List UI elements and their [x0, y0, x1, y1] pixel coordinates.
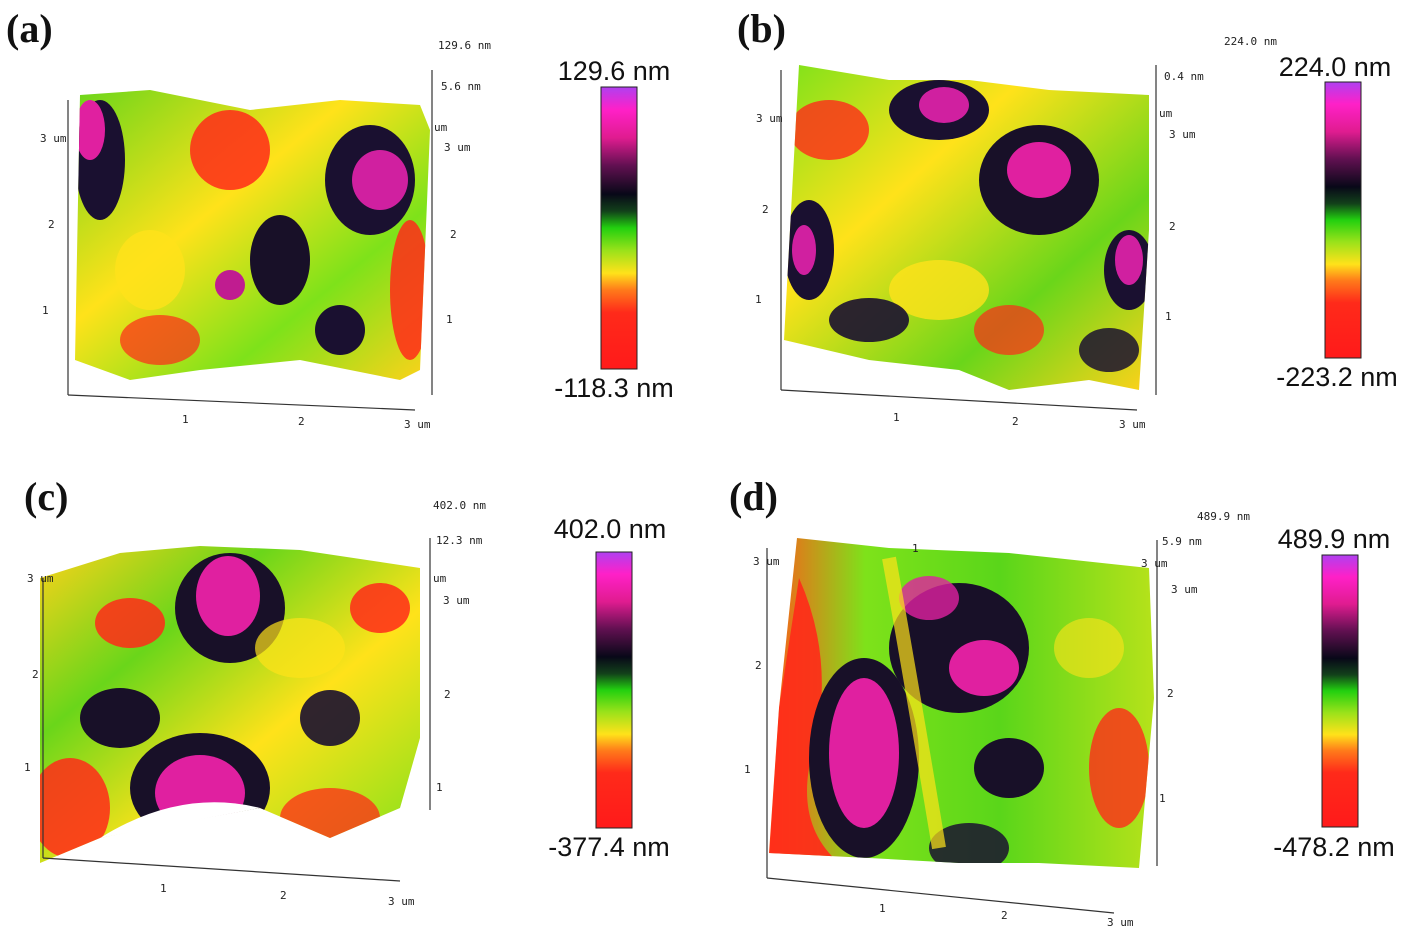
right-tick-1: 1 — [446, 313, 453, 326]
right-tick-3: 3 um — [444, 141, 471, 154]
colorbar-min-label: -478.2 nm — [1273, 832, 1395, 862]
left-tick-2: 2 — [32, 668, 39, 681]
bottom-tick-1: 1 — [160, 882, 167, 895]
colorbar-min-label: -118.3 nm — [554, 373, 674, 403]
colorbar — [1324, 81, 1362, 359]
afm-panel-d: (d) 489.9 nm 5.9 nm 1 3 — [709, 468, 1418, 936]
colorbar-max-label: 224.0 nm — [1279, 52, 1392, 82]
surface-plot — [40, 546, 420, 863]
surface-plot — [769, 538, 1154, 868]
colorbar-max-label: 402.0 nm — [554, 514, 667, 544]
colorbar — [1321, 554, 1359, 828]
afm-panel-a: (a) 129.6 nm 5.6 nm 3 um — [0, 0, 709, 468]
max-height-label: 129.6 nm — [438, 39, 491, 52]
panel-label: (c) — [24, 474, 68, 519]
top-tick-1: 1 — [912, 542, 919, 555]
bottom-tick-3: 3 um — [1107, 916, 1134, 929]
panel-label: (d) — [729, 474, 778, 519]
left-tick-3: 3 um — [27, 572, 54, 585]
bottom-tick-1: 1 — [893, 411, 900, 424]
max-height-label: 489.9 nm — [1197, 510, 1250, 523]
afm-panel-b: (b) 224.0 nm — [709, 0, 1418, 468]
colorbar-min-label: -223.2 nm — [1276, 362, 1398, 392]
left-tick-1: 1 — [42, 304, 49, 317]
panel-label: (a) — [6, 6, 53, 51]
plot-axes — [67, 70, 433, 411]
right-tick-2: 2 — [1169, 220, 1176, 233]
right-tick-unit: um — [1159, 107, 1173, 120]
colorbar-max-label: 129.6 nm — [558, 56, 671, 86]
right-tick-1: 1 — [1165, 310, 1172, 323]
plot-axes — [766, 540, 1158, 914]
surface-plot — [784, 65, 1149, 390]
right-tick-3: 3 um — [443, 594, 470, 607]
bottom-tick-2: 2 — [1012, 415, 1019, 428]
afm-panel-b-figure: (b) 224.0 nm — [737, 6, 1398, 431]
sub-height-label: 0.4 nm — [1164, 70, 1204, 83]
colorbar — [595, 551, 633, 829]
left-tick-3: 3 um — [753, 555, 780, 568]
right-tick-1: 1 — [1159, 792, 1166, 805]
sub-height-label: 5.9 nm — [1162, 535, 1202, 548]
left-tick-2: 2 — [762, 203, 769, 216]
max-height-label: 402.0 nm — [433, 499, 486, 512]
max-height-label: 224.0 nm — [1224, 35, 1277, 48]
left-tick-2: 2 — [48, 218, 55, 231]
bottom-tick-2: 2 — [1001, 909, 1008, 922]
bottom-tick-3: 3 um — [404, 418, 431, 431]
afm-panel-a-figure: (a) 129.6 nm 5.6 nm 3 um — [6, 6, 674, 431]
left-tick-3: 3 um — [756, 112, 783, 125]
left-tick-1: 1 — [755, 293, 762, 306]
left-tick-2: 2 — [755, 659, 762, 672]
colorbar — [600, 86, 638, 370]
afm-panel-d-figure: (d) 489.9 nm 5.9 nm 1 3 — [729, 474, 1395, 929]
surface-plot — [75, 90, 430, 380]
bottom-tick-3: 3 um — [388, 895, 415, 908]
panel-label: (b) — [737, 6, 786, 51]
left-tick-1: 1 — [744, 763, 751, 776]
afm-panel-c-figure: (c) 402.0 nm 12.3 nm — [24, 474, 670, 908]
right-tick-unit: um — [433, 572, 447, 585]
bottom-tick-2: 2 — [280, 889, 287, 902]
sub-height-label: 5.6 nm — [441, 80, 481, 93]
sub-height-label: 12.3 nm — [436, 534, 483, 547]
right-tick-2: 2 — [444, 688, 451, 701]
right-tick-unit: 3 um — [1141, 557, 1168, 570]
plot-axes — [42, 538, 431, 882]
left-tick-3: 3 um — [40, 132, 67, 145]
plot-axes — [780, 65, 1157, 411]
bottom-tick-1: 1 — [879, 902, 886, 915]
colorbar-min-label: -377.4 nm — [548, 832, 670, 862]
bottom-tick-2: 2 — [298, 415, 305, 428]
right-tick-3: 3 um — [1171, 583, 1198, 596]
right-tick-3: 3 um — [1169, 128, 1196, 141]
right-tick-unit: um — [434, 121, 448, 134]
bottom-tick-1: 1 — [182, 413, 189, 426]
colorbar-max-label: 489.9 nm — [1278, 524, 1391, 554]
left-tick-1: 1 — [24, 761, 31, 774]
right-tick-2: 2 — [1167, 687, 1174, 700]
bottom-tick-3: 3 um — [1119, 418, 1146, 431]
right-tick-2: 2 — [450, 228, 457, 241]
afm-panel-c: (c) 402.0 nm 12.3 nm — [0, 468, 709, 936]
right-tick-1: 1 — [436, 781, 443, 794]
